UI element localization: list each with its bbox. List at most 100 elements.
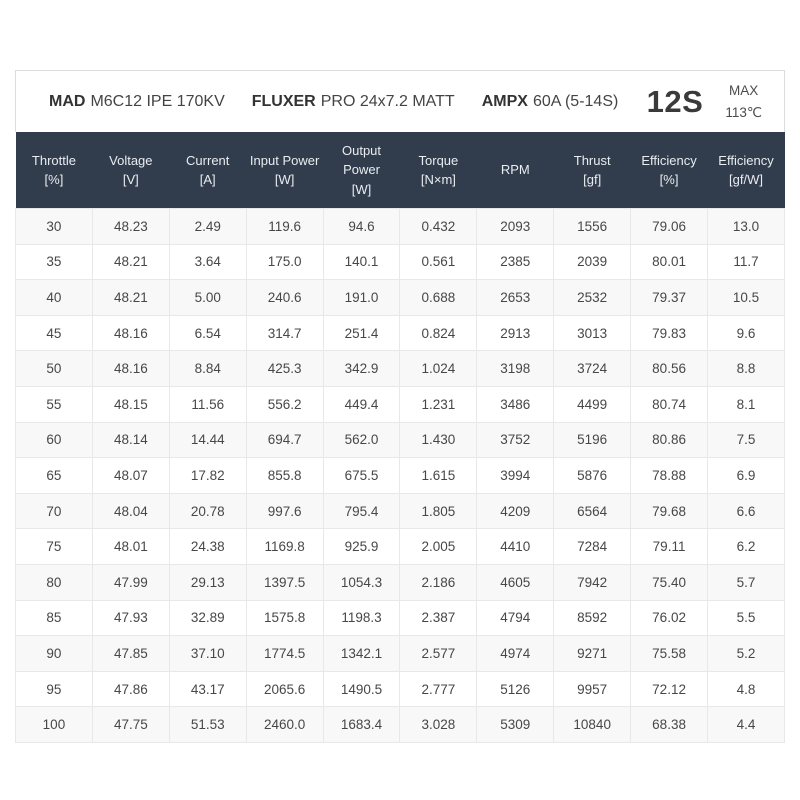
- column-header: Efficiency [gf/W]: [707, 132, 785, 209]
- table-cell: 3994: [476, 457, 555, 494]
- table-cell: 3013: [553, 314, 632, 352]
- table-cell: 55: [15, 385, 93, 423]
- table-cell: 76.02: [630, 599, 709, 637]
- table-cell: 75.58: [630, 635, 709, 672]
- column-header: Current [A]: [169, 132, 247, 209]
- table-cell: 68.38: [630, 706, 709, 743]
- column-header: RPM: [476, 132, 554, 209]
- column-header: Efficiency [%]: [630, 132, 708, 209]
- column-title: Torque: [418, 152, 459, 168]
- table-cell: 4.8: [707, 670, 785, 708]
- column-unit: [W]: [351, 181, 372, 197]
- column-title: Thrust: [573, 152, 611, 168]
- table-cell: 9.6: [707, 314, 785, 352]
- column-header: Input Power [W]: [246, 132, 324, 209]
- product-header: MAD M6C12 IPE 170KV FLUXER PRO 24x7.2 MATT…: [15, 70, 785, 132]
- table-cell: 925.9: [322, 528, 401, 565]
- table-cell: 9957: [553, 670, 632, 708]
- table-cell: 79.06: [630, 208, 709, 245]
- table-cell: 100: [15, 706, 93, 743]
- table-cell: 6.6: [707, 492, 785, 530]
- table-cell: 8.8: [707, 350, 785, 387]
- table-cell: 2.777: [399, 670, 478, 708]
- table-cell: 191.0: [322, 279, 401, 316]
- max-temperature: MAX 113℃: [725, 80, 762, 123]
- table-cell: 10840: [553, 706, 632, 743]
- spec-card: MAD M6C12 IPE 170KV FLUXER PRO 24x7.2 MATT…: [15, 70, 785, 743]
- table-cell: 3.028: [399, 706, 478, 743]
- product-propeller: FLUXER PRO 24x7.2 MATT: [252, 93, 455, 111]
- table-cell: 1.430: [399, 421, 478, 459]
- table-cell: 997.6: [245, 492, 324, 530]
- column-title: RPM: [500, 162, 530, 178]
- table-cell: 5126: [476, 670, 555, 708]
- table-cell: 47.99: [91, 563, 170, 601]
- table-row: 55 48.15 11.56 556.2 449.4 1.231 3486 4499 80.74…: [15, 385, 785, 423]
- table-cell: 6.54: [168, 314, 247, 352]
- table-row: 45 48.16 6.54 314.7 251.4 0.824 2913 3013 79.83 9…: [15, 314, 785, 352]
- table-cell: 8592: [553, 599, 632, 637]
- column-unit: [N×m]: [420, 172, 456, 187]
- table-cell: 0.561: [399, 243, 478, 281]
- table-cell: 13.0: [707, 208, 785, 245]
- table-cell: 8.84: [168, 350, 247, 387]
- table-cell: 7942: [553, 563, 632, 601]
- table-cell: 2.387: [399, 599, 478, 637]
- column-title: Voltage: [109, 152, 153, 168]
- table-cell: 855.8: [245, 457, 324, 494]
- table-cell: 78.88: [630, 457, 709, 494]
- table-row: 30 48.23 2.49 119.6 94.6 0.432 2093 1556 79.06 13…: [15, 208, 785, 245]
- table-cell: 7.5: [707, 421, 785, 459]
- table-cell: 1.805: [399, 492, 478, 530]
- table-row: 65 48.07 17.82 855.8 675.5 1.615 3994 5876 78.88…: [15, 457, 785, 494]
- table-row: 80 47.99 29.13 1397.5 1054.3 2.186 4605 7942 75.…: [15, 563, 785, 601]
- table-cell: 8.1: [707, 385, 785, 423]
- esc-brand: AMPX: [481, 92, 528, 110]
- table-cell: 47.93: [91, 599, 170, 637]
- table-cell: 72.12: [630, 670, 709, 708]
- table-cell: 1.231: [399, 385, 478, 423]
- table-cell: 5.2: [707, 635, 785, 672]
- table-cell: 48.04: [91, 492, 170, 530]
- table-cell: 2460.0: [245, 706, 324, 743]
- header-right: 12S MAX 113℃: [647, 80, 762, 123]
- table-cell: 48.23: [91, 208, 170, 245]
- table-cell: 5.7: [707, 563, 785, 601]
- column-unit: [W]: [274, 172, 295, 187]
- table-cell: 37.10: [168, 635, 247, 672]
- table-cell: 10.5: [707, 279, 785, 316]
- column-unit: [gf/W]: [729, 172, 763, 187]
- table-cell: 47.75: [91, 706, 170, 743]
- table-cell: 1054.3: [322, 563, 401, 601]
- table-cell: 240.6: [245, 279, 324, 316]
- column-title: Efficiency: [718, 152, 774, 168]
- table-cell: 1342.1: [322, 635, 401, 672]
- table-row: 70 48.04 20.78 997.6 795.4 1.805 4209 6564 79.68…: [15, 492, 785, 530]
- table-row: 85 47.93 32.89 1575.8 1198.3 2.387 4794 8592 76.…: [15, 599, 785, 637]
- table-cell: 2653: [476, 279, 555, 316]
- table-row: 100 47.75 51.53 2460.0 1683.4 3.028 5309 10840 6…: [15, 706, 785, 743]
- table-cell: 65: [15, 457, 93, 494]
- table-cell: 60: [15, 421, 93, 459]
- table-cell: 314.7: [245, 314, 324, 352]
- table-cell: 1.615: [399, 457, 478, 494]
- table-cell: 1490.5: [322, 670, 401, 708]
- battery-config: 12S: [646, 83, 704, 119]
- column-header: Voltage [V]: [92, 132, 170, 209]
- table-cell: 1556: [553, 208, 632, 245]
- table-cell: 3.64: [168, 243, 247, 281]
- column-unit: [gf]: [583, 172, 602, 187]
- table-cell: 17.82: [168, 457, 247, 494]
- table-cell: 425.3: [245, 350, 324, 387]
- table-cell: 48.16: [91, 350, 170, 387]
- table-cell: 48.16: [91, 314, 170, 352]
- table-cell: 694.7: [245, 421, 324, 459]
- table-cell: 48.14: [91, 421, 170, 459]
- table-cell: 35: [15, 243, 93, 281]
- table-cell: 80.56: [630, 350, 709, 387]
- table-cell: 556.2: [245, 385, 324, 423]
- table-cell: 562.0: [322, 421, 401, 459]
- table-cell: 48.01: [91, 528, 170, 565]
- table-cell: 0.688: [399, 279, 478, 316]
- table-cell: 4794: [476, 599, 555, 637]
